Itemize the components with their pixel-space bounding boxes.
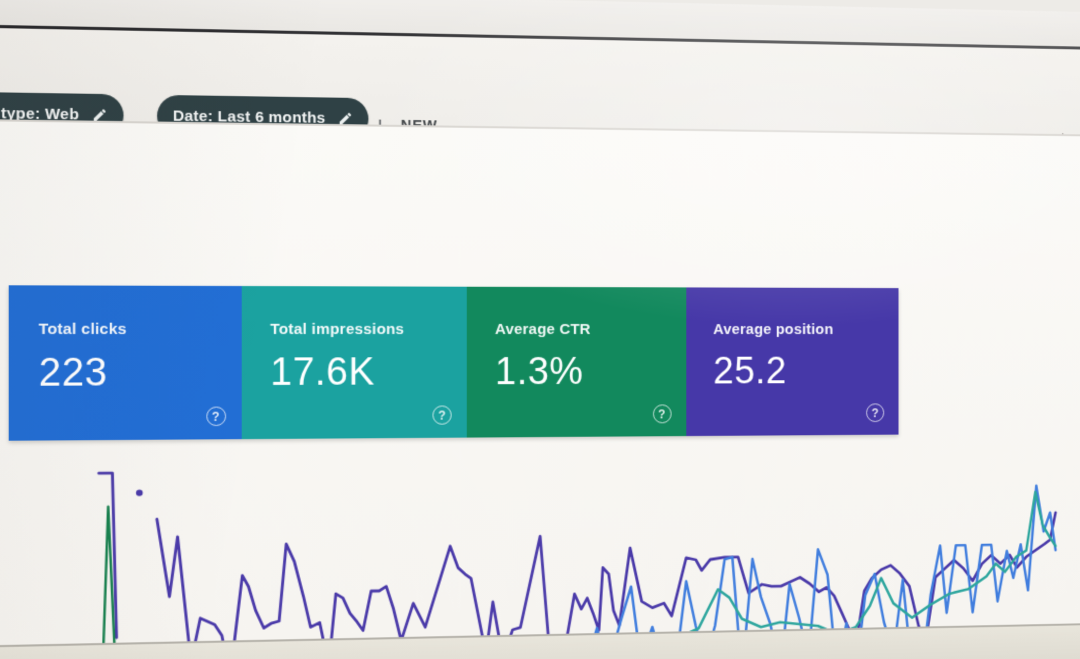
metric-card-label: Total clicks: [38, 320, 127, 339]
edit-icon[interactable]: [92, 107, 108, 123]
filter-chip-search-type[interactable]: type: Web: [0, 91, 124, 137]
metric-card-total-clicks[interactable]: Total clicks 223 ?: [8, 285, 242, 441]
metric-card-value: 17.6K: [270, 351, 375, 395]
edit-icon[interactable]: [338, 111, 353, 126]
filter-bar: type: Web Date: Last 6 months + NEW La: [0, 27, 1080, 145]
metric-card-value: 223: [38, 351, 108, 396]
help-icon[interactable]: ?: [866, 403, 885, 423]
metric-card-label: Average CTR: [494, 320, 591, 339]
metric-card-label: Average position: [713, 321, 834, 338]
help-icon[interactable]: ?: [652, 404, 672, 424]
help-icon[interactable]: ?: [205, 406, 226, 427]
metric-card-value: 25.2: [713, 350, 787, 393]
metric-card-average-position[interactable]: Average position 25.2 ?: [685, 287, 899, 437]
help-icon[interactable]: ?: [432, 405, 452, 425]
metric-card-average-ctr[interactable]: Average CTR 1.3% ?: [466, 286, 686, 438]
metric-card-value: 1.3%: [494, 350, 584, 394]
metric-card-total-impressions[interactable]: Total impressions 17.6K ?: [241, 286, 467, 440]
metric-cards: Total clicks 223 ? Total impressions 17.…: [8, 285, 899, 441]
main-content: Total clicks 223 ? Total impressions 17.…: [0, 121, 1080, 646]
metric-card-label: Total impressions: [270, 320, 405, 339]
filter-chip-date[interactable]: Date: Last 6 months: [157, 94, 369, 140]
